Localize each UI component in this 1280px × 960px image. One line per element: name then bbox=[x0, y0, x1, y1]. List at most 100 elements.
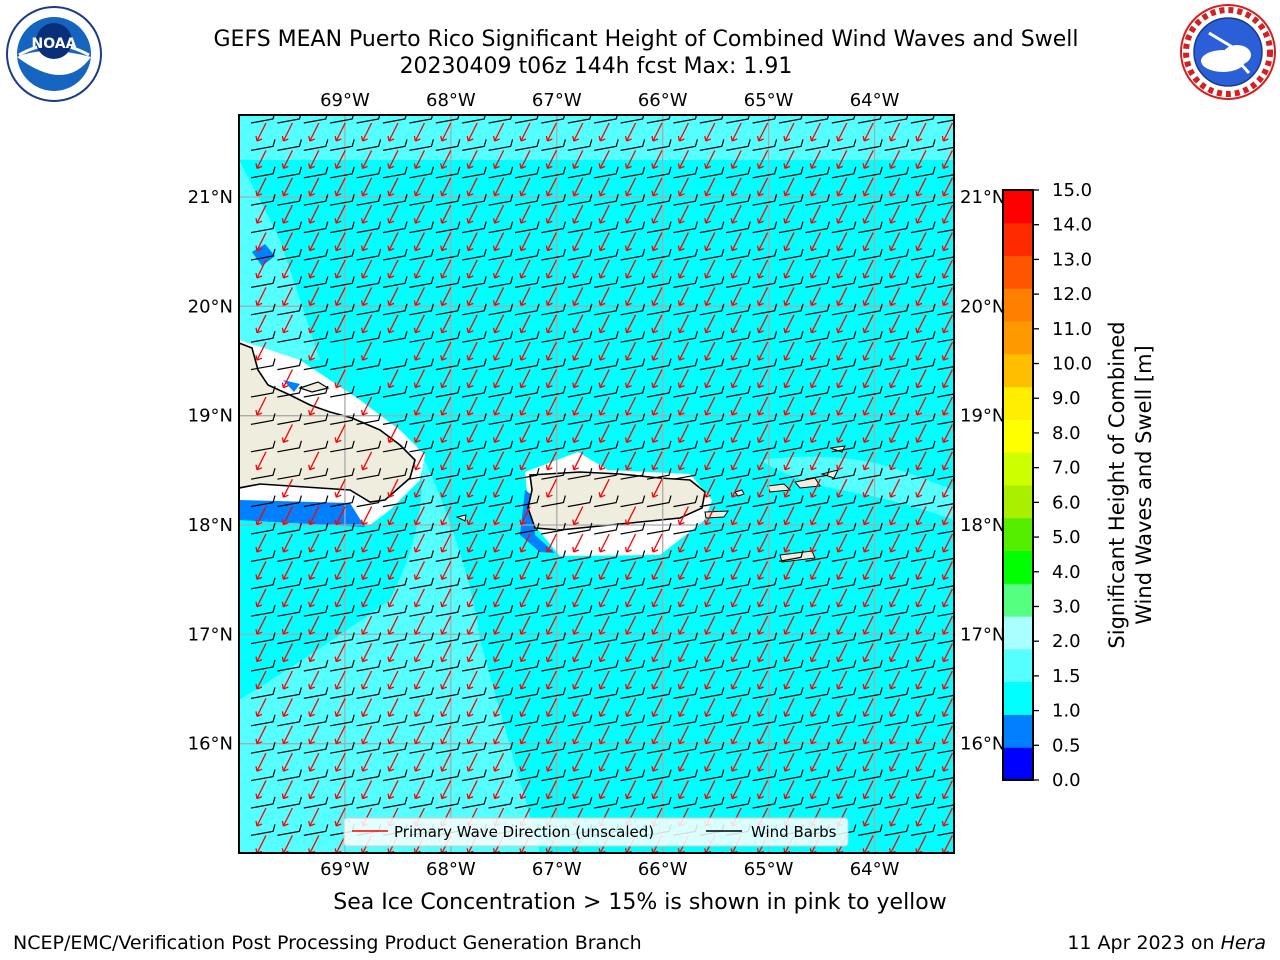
wave-arrow bbox=[862, 314, 874, 334]
wind-barb bbox=[541, 577, 566, 590]
wind-barb bbox=[778, 248, 804, 261]
wind-barb bbox=[303, 248, 329, 261]
wave-arrow bbox=[704, 561, 716, 581]
wave-arrow bbox=[677, 698, 689, 718]
wave-arrow bbox=[492, 478, 505, 498]
wind-barb bbox=[250, 358, 276, 371]
wind-barb bbox=[356, 605, 382, 617]
wind-barb bbox=[250, 824, 276, 836]
wave-arrow bbox=[281, 561, 293, 581]
wave-arrow bbox=[334, 314, 346, 334]
wave-arrow bbox=[915, 506, 927, 526]
wind-barb bbox=[356, 495, 382, 508]
wave-arrow bbox=[862, 725, 874, 745]
wind-barb bbox=[382, 659, 408, 672]
wind-barb bbox=[752, 742, 778, 754]
wave-arrow bbox=[756, 150, 769, 170]
wind-barb bbox=[277, 331, 302, 343]
wave-arrow bbox=[440, 232, 452, 252]
wind-barb bbox=[330, 413, 355, 425]
wind-barb bbox=[330, 468, 355, 480]
wave-arrow bbox=[545, 369, 557, 389]
wind-barb bbox=[594, 115, 618, 124]
wind-barb bbox=[435, 577, 461, 590]
wind-barb bbox=[541, 632, 566, 645]
wave-arrow bbox=[545, 424, 557, 444]
wave-arrow bbox=[915, 424, 927, 444]
wind-barb bbox=[699, 577, 725, 590]
wave-arrow bbox=[651, 561, 663, 581]
wave-arrow bbox=[783, 725, 795, 745]
wave-arrow bbox=[572, 232, 584, 252]
wave-arrow bbox=[677, 752, 689, 772]
wind-barb bbox=[646, 769, 672, 782]
wave-arrow bbox=[756, 259, 769, 279]
wave-arrow bbox=[387, 232, 399, 252]
wind-barb bbox=[462, 331, 487, 343]
wind-barb bbox=[594, 139, 619, 151]
wind-barb bbox=[726, 331, 751, 343]
wave-arrow bbox=[466, 314, 478, 334]
wave-arrow bbox=[545, 259, 557, 279]
wave-arrow bbox=[704, 588, 716, 608]
wave-arrow bbox=[941, 643, 953, 663]
wave-arrow bbox=[334, 807, 346, 827]
wind-barb bbox=[303, 796, 329, 809]
wind-barb bbox=[620, 687, 646, 699]
wind-barb bbox=[699, 468, 725, 480]
wind-barb bbox=[752, 221, 778, 234]
wind-barb bbox=[673, 550, 698, 562]
colorbar-segment bbox=[1003, 747, 1033, 781]
wind-barb bbox=[910, 577, 936, 590]
wave-arrow bbox=[756, 287, 769, 307]
wind-barb bbox=[330, 796, 355, 809]
wind-barb bbox=[567, 440, 593, 453]
wave-arrow bbox=[492, 341, 505, 361]
wave-arrow bbox=[519, 424, 531, 444]
wind-barb bbox=[435, 358, 461, 371]
wind-barb bbox=[699, 796, 725, 809]
wind-barb bbox=[488, 358, 514, 371]
wave-arrow bbox=[545, 725, 557, 745]
wave-arrow bbox=[519, 204, 531, 224]
wind-barb bbox=[303, 385, 329, 398]
footer-credit: NCEP/EMC/Verification Post Processing Pr… bbox=[13, 932, 642, 954]
wind-barb bbox=[910, 194, 936, 206]
wave-arrow bbox=[651, 396, 663, 416]
wave-arrow bbox=[598, 424, 610, 444]
wind-barb bbox=[805, 440, 830, 453]
wave-arrow bbox=[888, 752, 901, 772]
wave-arrow bbox=[624, 752, 637, 772]
wind-barb bbox=[435, 221, 461, 234]
wave-arrow bbox=[888, 451, 901, 471]
wind-barb bbox=[699, 221, 725, 234]
wave-arrow bbox=[756, 204, 769, 224]
wind-barb bbox=[303, 166, 329, 179]
wave-arrow bbox=[545, 670, 557, 690]
wave-arrow bbox=[783, 780, 795, 800]
wave-arrow bbox=[440, 177, 452, 197]
wind-barb bbox=[594, 687, 619, 699]
wind-barb bbox=[462, 385, 487, 398]
wind-barb bbox=[620, 166, 646, 179]
wave-arrow bbox=[413, 478, 425, 498]
wave-arrow bbox=[862, 615, 874, 635]
wind-barb bbox=[382, 303, 408, 316]
wind-barb bbox=[910, 522, 936, 535]
wind-barb bbox=[250, 221, 276, 234]
wind-barb bbox=[514, 413, 540, 425]
wave-arrow bbox=[730, 615, 742, 635]
wind-barb bbox=[330, 687, 355, 699]
wind-barb bbox=[488, 468, 514, 480]
wave-arrow bbox=[360, 204, 373, 224]
wind-barb bbox=[778, 358, 804, 371]
wave-arrow bbox=[281, 424, 293, 444]
wave-arrow bbox=[440, 698, 452, 718]
wave-arrow bbox=[836, 122, 848, 142]
wave-arrow bbox=[360, 670, 373, 690]
wave-arrow bbox=[809, 588, 821, 608]
wind-barb bbox=[884, 769, 910, 782]
lat-label-right: 19°N bbox=[960, 406, 1005, 427]
wind-barb bbox=[594, 358, 619, 371]
wind-barb bbox=[356, 166, 382, 179]
